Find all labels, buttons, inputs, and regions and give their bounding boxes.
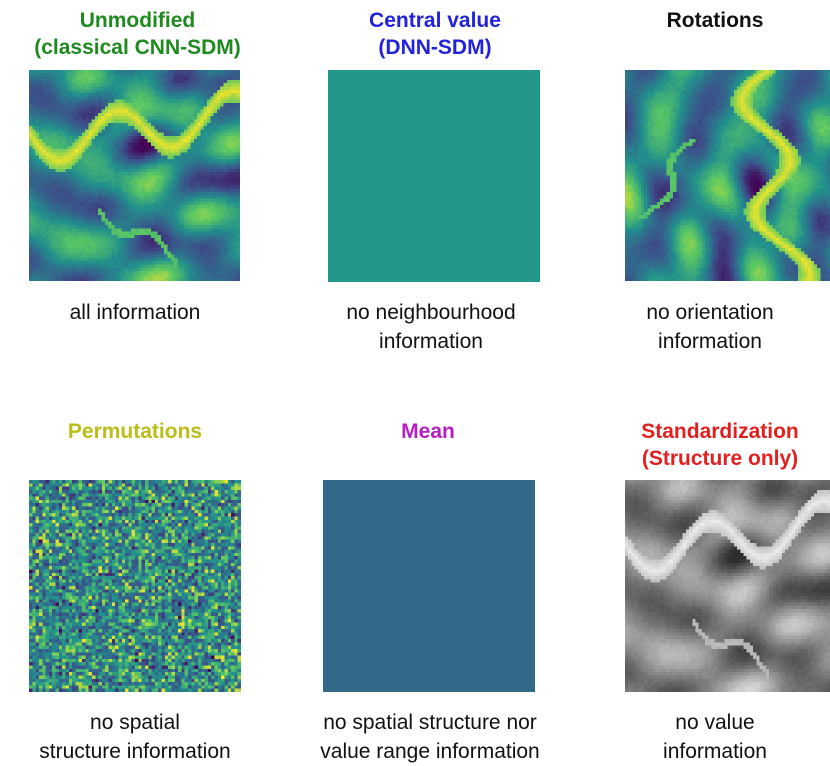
noise-image-permutations [29, 480, 241, 692]
panel-caption-rotations: no orientation information [590, 298, 830, 356]
caption-line: no orientation [646, 301, 774, 324]
caption-line: all information [69, 301, 201, 324]
panel-title-mean: Mean [293, 418, 563, 445]
title-line: Permutations [67, 420, 203, 443]
title-line: Rotations [666, 9, 764, 32]
title-line: Unmodified [79, 9, 196, 32]
caption-line: information [658, 330, 762, 353]
panel-caption-central-value: no neighbourhood information [296, 298, 566, 356]
terrain-image-rotations [625, 70, 830, 281]
solid-image-mean [323, 480, 535, 692]
title-line: Mean [401, 420, 455, 443]
caption-line: information [663, 740, 767, 763]
terrain-image-unmodified [29, 70, 240, 281]
panel-caption-standardization: no value information [600, 708, 830, 766]
panel-caption-mean: no spatial structure nor value range inf… [285, 708, 575, 766]
panel-title-standardization: Standardization (Structure only) [610, 418, 830, 472]
terrain-image-standardization [625, 480, 830, 692]
solid-image-central-value [328, 70, 540, 282]
caption-line: no value [675, 711, 755, 734]
caption-line: value range information [320, 740, 540, 763]
caption-line: no spatial [90, 711, 180, 734]
panel-title-unmodified: Unmodified (classical CNN-SDM) [0, 7, 275, 61]
panel-title-rotations: Rotations [600, 7, 830, 34]
panel-caption-unmodified: all information [0, 298, 270, 327]
panel-caption-permutations: no spatial structure information [0, 708, 270, 766]
title-line: (classical CNN-SDM) [34, 36, 241, 59]
title-line: Central value [369, 9, 501, 32]
caption-line: no spatial structure nor [323, 711, 537, 734]
caption-line: information [379, 330, 483, 353]
caption-line: no neighbourhood [346, 301, 516, 324]
title-line: Standardization [641, 420, 799, 443]
title-line: (DNN-SDM) [378, 36, 492, 59]
panel-title-central-value: Central value (DNN-SDM) [300, 7, 570, 61]
caption-line: structure information [39, 740, 231, 763]
panel-title-permutations: Permutations [0, 418, 270, 445]
title-line: (Structure only) [641, 447, 799, 470]
